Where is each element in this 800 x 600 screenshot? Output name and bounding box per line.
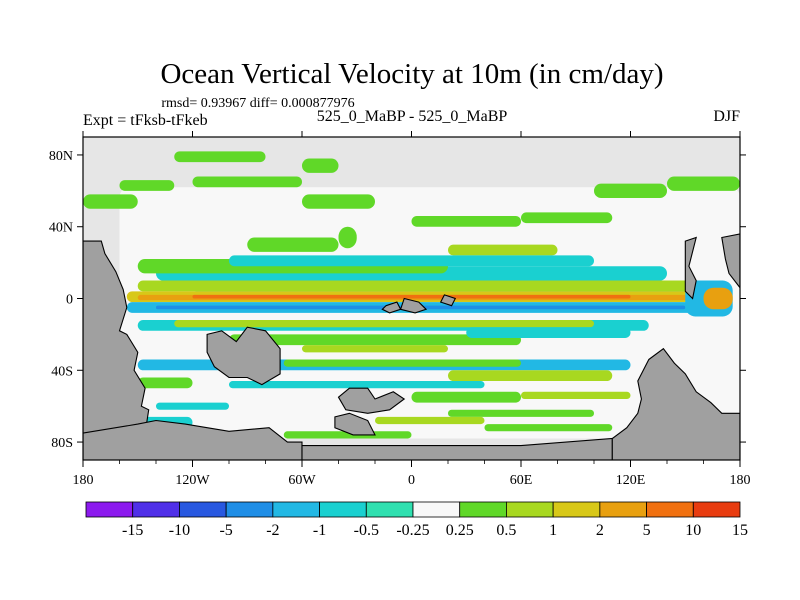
field-contour-patch	[137, 377, 193, 389]
experiment-label: Expt = tFksb-tFkeb	[83, 112, 208, 129]
season-label: DJF	[713, 108, 740, 125]
chart-subtitle: rmsd= 0.93967 diff= 0.000877976	[161, 96, 354, 111]
colorbar-level-label: -0.25	[396, 522, 429, 539]
field-contour-patch	[229, 334, 521, 346]
colorbar-swatch	[412, 501, 461, 518]
field-contour-patch	[83, 194, 138, 209]
field-contour-patch	[411, 215, 521, 227]
colorbar-swatch	[85, 501, 134, 518]
x-tick-label: 180	[73, 473, 94, 488]
land-east-continent	[611, 347, 740, 460]
colorbar-swatch	[599, 501, 647, 518]
field-contour-patch	[137, 280, 704, 292]
land-equatorial-island-3	[439, 294, 457, 307]
colorbar-level-label: -0.5	[354, 522, 379, 539]
colorbar-level-label: -5	[219, 522, 232, 539]
field-contour-patch	[229, 255, 594, 267]
field-contour-patch	[302, 345, 448, 353]
y-tick-label: 0	[66, 293, 73, 308]
colorbar-level-label: 2	[596, 522, 604, 539]
field-contour-patch	[283, 359, 521, 367]
field-contour-patch	[466, 327, 631, 338]
land-antarctica-west	[83, 419, 303, 460]
field-contour-patch	[229, 381, 485, 389]
colorbar-swatch	[552, 501, 601, 518]
land-pacific-island-2	[334, 412, 376, 436]
field-contour-patch	[338, 226, 357, 249]
colorbar-swatch	[132, 501, 180, 518]
land-equatorial-island-2	[381, 301, 402, 314]
colorbar-level-label: 0.25	[446, 522, 474, 539]
colorbar-swatch	[365, 501, 414, 518]
field-contour-patch	[119, 180, 175, 191]
land-equatorial-island-1	[399, 297, 428, 314]
field-contour-patch	[283, 431, 412, 439]
map-plot-area	[83, 137, 740, 460]
field-contour-patch	[521, 212, 613, 224]
chart-title: Ocean Vertical Velocity at 10m (in cm/da…	[160, 58, 663, 90]
field-contour-patch	[156, 402, 229, 410]
land-east-peninsula	[684, 236, 697, 300]
field-contour-patch	[521, 391, 631, 399]
x-tick-label: 120W	[175, 473, 210, 488]
field-contour-patch	[174, 320, 594, 328]
y-tick-label: 80S	[51, 436, 73, 451]
field-contour-patch	[667, 176, 740, 191]
field-contour-patch	[192, 176, 302, 188]
field-contour-patch	[302, 158, 339, 173]
y-tick-label: 40S	[51, 364, 73, 379]
colorbar-swatch	[272, 501, 320, 518]
colorbar-swatch	[646, 501, 694, 518]
land-pacific-island-1	[337, 387, 406, 414]
colorbar: -15 -10 -5 -2 -1 -0.5 -0.25 0.25 0.5 1 2 5 10 15	[85, 501, 748, 539]
field-contour-patch	[448, 409, 594, 417]
field-contour-patch	[375, 416, 485, 425]
y-tick-label: 40N	[49, 221, 73, 236]
colorbar-level-label: 5	[643, 522, 651, 539]
colorbar-level-label: 10	[685, 522, 701, 539]
colorbar-swatch	[692, 501, 741, 518]
x-tick-label: 60W	[288, 473, 316, 488]
colorbar-level-label: 0.5	[496, 522, 516, 539]
y-axis: 80N 40N 0 40S 80S	[49, 149, 746, 451]
field-contour-patch	[448, 370, 613, 382]
land-masks	[83, 233, 740, 460]
colorbar-level-label: 1	[549, 522, 557, 539]
colorbar-swatch	[319, 501, 367, 518]
field-contour-patch	[174, 151, 266, 163]
field-contour-patch	[484, 424, 613, 432]
x-axis: 180 120W 60W 0 60E 120E 180	[73, 131, 751, 488]
field-contour-patch	[302, 194, 375, 209]
field-contour-patch	[247, 237, 339, 252]
field-contour-patch	[448, 244, 558, 256]
land-east-edge	[721, 233, 740, 289]
x-tick-label: 180	[730, 473, 751, 488]
field-contour-patch	[703, 287, 733, 310]
field-contour-patch	[594, 183, 667, 199]
field-contour-patch	[192, 294, 631, 299]
x-tick-label: 0	[408, 473, 415, 488]
comparison-label: 525_0_MaBP - 525_0_MaBP	[317, 108, 508, 125]
colorbar-swatch	[179, 501, 227, 518]
land-west-americas	[83, 240, 150, 434]
colorbar-level-label: -15	[122, 522, 143, 539]
colorbar-level-label: -1	[313, 522, 326, 539]
land-south-america	[206, 326, 281, 386]
field-contour-patch	[411, 391, 521, 403]
colorbar-level-label: -10	[169, 522, 190, 539]
colorbar-level-label: -2	[266, 522, 279, 539]
x-tick-label: 60E	[510, 473, 533, 488]
colorbar-level-label: 15	[732, 522, 748, 539]
y-tick-label: 80N	[49, 149, 73, 164]
colorbar-swatch	[459, 501, 507, 518]
colorbar-swatch	[225, 501, 274, 518]
x-tick-label: 120E	[616, 473, 646, 488]
colorbar-swatch	[506, 501, 554, 518]
